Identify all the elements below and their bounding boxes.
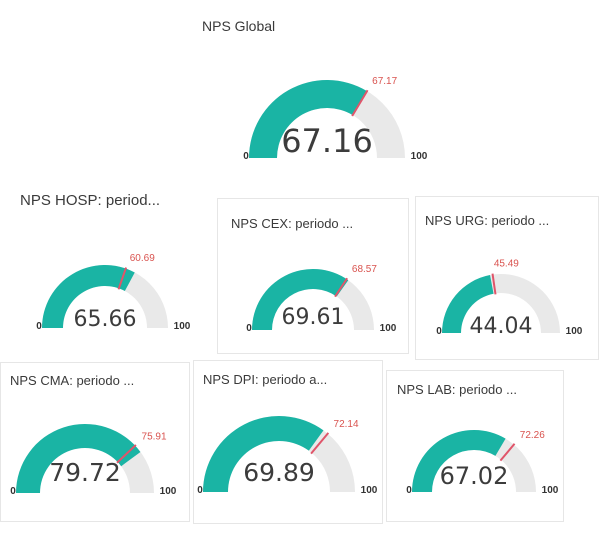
gauge-max-label: 100 [361, 485, 378, 496]
gauge-title: NPS HOSP: period... [20, 192, 161, 209]
gauge-value-arc [203, 415, 324, 492]
gauge-value-arc [16, 424, 141, 493]
gauge-value: 67.16 [281, 122, 373, 160]
gauge-min-label: 0 [246, 323, 252, 334]
gauge-title: NPS CMA: periodo ... [10, 373, 135, 388]
gauge-title: NPS DPI: periodo a... [203, 372, 328, 387]
gauge-min-label: 0 [243, 151, 249, 162]
gauge-min-label: 0 [36, 321, 42, 332]
gauge-min-label: 0 [406, 485, 412, 496]
gauge-title: NPS CEX: periodo ... [231, 216, 354, 231]
gauge-max-label: 100 [542, 485, 559, 496]
gauge-target-label: 45.49 [494, 259, 519, 270]
gauge-value: 65.66 [74, 307, 137, 332]
gauge-value-arc [412, 430, 506, 492]
gauge-target-marker [116, 444, 137, 464]
gauge-min-label: 0 [10, 486, 16, 497]
gauge-max-label: 100 [174, 321, 191, 332]
gauge-value: 69.89 [243, 458, 315, 487]
gauge-value-arc [442, 275, 494, 333]
gauge-tile-dpi[interactable]: NPS DPI: periodo a... [193, 360, 383, 524]
gauge-target-marker [499, 443, 516, 462]
gauge-value: 69.61 [282, 305, 345, 330]
gauge-value-arc [42, 264, 135, 328]
gauge-value: 44.04 [470, 314, 533, 339]
gauge-max-label: 100 [566, 326, 583, 337]
gauge-min-label: 0 [436, 326, 442, 337]
gauge-title: NPS Global [202, 18, 276, 34]
gauge-title: NPS URG: periodo ... [425, 213, 550, 228]
gauge-target-label: 67.17 [372, 76, 397, 87]
gauge-target-marker [310, 432, 330, 455]
gauge-target-label: 68.57 [352, 264, 377, 275]
gauge-target-marker [117, 267, 128, 290]
gauge-title: NPS LAB: periodo ... [397, 382, 517, 397]
gauge-target-label: 72.14 [334, 419, 359, 430]
gauge-value: 67.02 [440, 462, 509, 490]
gauge-min-label: 0 [197, 485, 203, 496]
gauge-max-label: 100 [380, 323, 397, 334]
gauge-value: 79.72 [49, 458, 121, 487]
gauge-max-label: 100 [411, 151, 428, 162]
gauge-target-marker [491, 273, 497, 295]
gauge-target-label: 60.69 [130, 253, 155, 264]
gauge-tile-cex[interactable]: NPS CEX: periodo ... [217, 198, 409, 354]
gauge-target-label: 72.26 [520, 430, 545, 441]
gauge-value-arc [252, 268, 349, 330]
gauge-target-marker [351, 89, 369, 117]
gauge-target-label: 75.91 [142, 432, 167, 443]
gauge-value-arc [249, 79, 368, 158]
gauge-max-label: 100 [160, 486, 177, 497]
gauge-target-marker [334, 277, 348, 298]
